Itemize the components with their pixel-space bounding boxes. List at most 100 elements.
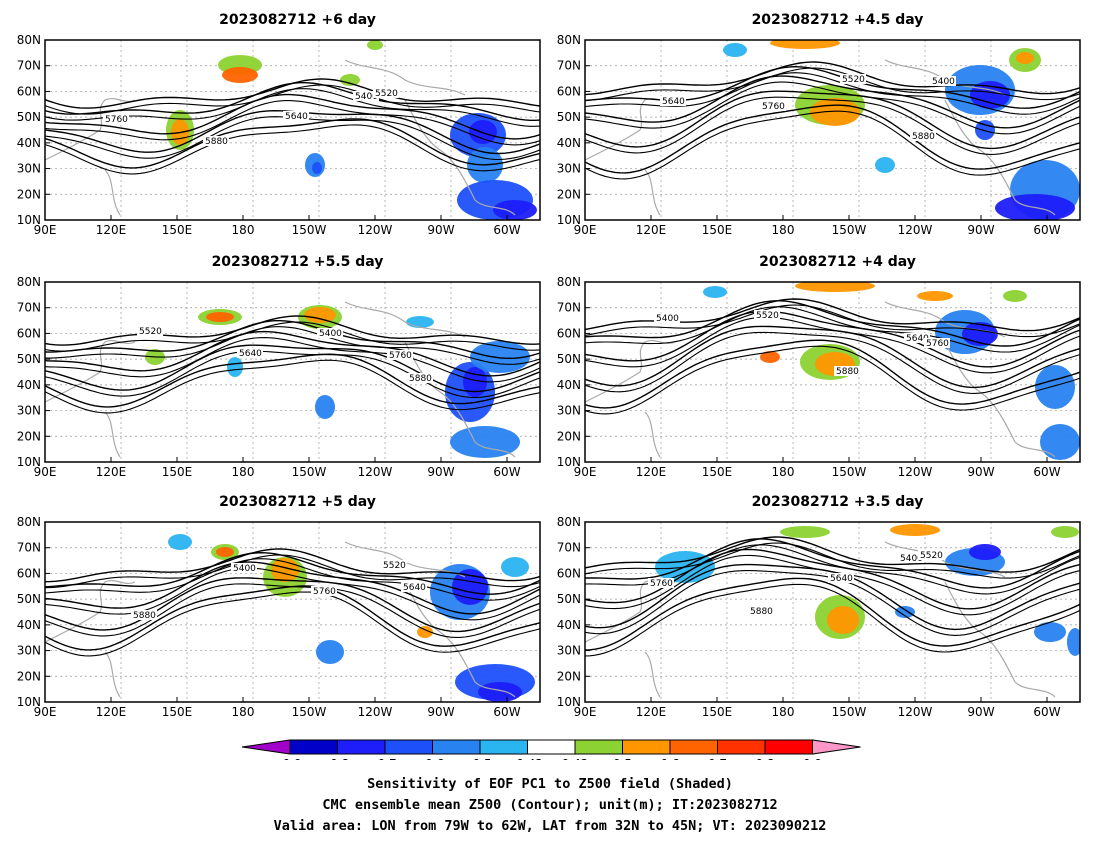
lat-tick-label: 40N xyxy=(17,378,41,392)
contour-label: 5880 xyxy=(133,611,156,621)
coastline xyxy=(644,651,661,698)
sensitivity-shade xyxy=(168,534,192,550)
lat-tick-label: 30N xyxy=(17,644,41,658)
sensitivity-shade xyxy=(216,547,234,557)
colorbar-label: 0.8 xyxy=(755,757,774,760)
coastline xyxy=(104,411,121,458)
lon-tick-label: 60W xyxy=(1033,705,1060,719)
colorbar-label: 0.5 xyxy=(613,757,632,760)
lon-tick-label: 150W xyxy=(832,223,867,237)
contour-line xyxy=(45,353,540,408)
contour-line xyxy=(45,577,540,633)
sensitivity-shade xyxy=(795,282,875,292)
lon-tick-label: 120W xyxy=(898,465,933,479)
contour-line xyxy=(585,325,1080,389)
lat-tick-label: 60N xyxy=(17,84,41,98)
lat-tick-label: 10N xyxy=(17,455,41,469)
lon-tick-label: 90W xyxy=(427,705,454,719)
lon-tick-label: 120E xyxy=(636,223,667,237)
lon-tick-label: 90E xyxy=(34,223,57,237)
coastline xyxy=(404,341,516,458)
contour-label: 5760 xyxy=(762,102,785,112)
lon-tick-label: 120E xyxy=(96,223,127,237)
sensitivity-shade xyxy=(810,98,860,126)
lon-tick-label: 120E xyxy=(636,465,667,479)
lat-tick-label: 20N xyxy=(17,669,41,683)
colorbar-label: -0.5 xyxy=(468,757,491,760)
contour-label-bg xyxy=(103,114,129,124)
lon-tick-label: 120W xyxy=(358,465,393,479)
lon-tick-label: 180 xyxy=(772,705,795,719)
colorbar-arrow-right xyxy=(812,739,861,755)
contour-line xyxy=(585,72,1080,115)
contour-label: 5400 xyxy=(355,92,378,102)
colorbar-label: -0.42 xyxy=(512,757,543,760)
lon-tick-label: 150W xyxy=(292,465,327,479)
map-panel-3: 5400 5520 5640 5760 5880 2023082712 +5.5 day 9… xyxy=(17,254,541,479)
lat-tick-label: 10N xyxy=(557,695,581,709)
sensitivity-shade xyxy=(827,606,859,634)
lat-tick-label: 60N xyxy=(557,566,581,580)
lon-tick-label: 120W xyxy=(898,223,933,237)
lat-tick-label: 80N xyxy=(557,33,581,47)
colorbar: -0.9 -0.8 -0.7 -0.6 -0.5 -0.42 0.42 0.5 0.6 0.7 0.… xyxy=(241,739,861,760)
lon-tick-label: 120W xyxy=(358,705,393,719)
contour-label: 5760 xyxy=(650,579,673,589)
sensitivity-shade xyxy=(206,312,234,322)
sensitivity-shade xyxy=(316,640,344,664)
contour-label: 5880 xyxy=(750,607,773,617)
lon-tick-label: 120E xyxy=(96,705,127,719)
contour-label-bg xyxy=(283,111,309,121)
sensitivity-shade xyxy=(222,67,258,83)
colorbar-segment xyxy=(764,739,813,755)
lon-tick-label: 60W xyxy=(493,705,520,719)
colorbar-label: 0.9 xyxy=(803,757,822,760)
contour-line xyxy=(45,344,540,393)
lat-tick-label: 60N xyxy=(557,84,581,98)
footer-line-2: CMC ensemble mean Z500 (Contour); unit(m… xyxy=(322,797,778,813)
sensitivity-shade xyxy=(895,606,915,618)
coastline xyxy=(644,169,661,216)
map-frame xyxy=(584,521,1081,703)
map-frame xyxy=(44,521,541,703)
contour-line xyxy=(45,551,540,595)
contour-label: 5640 xyxy=(830,574,853,584)
lon-tick-label: 150E xyxy=(702,705,733,719)
footer-line-1: Sensitivity of EOF PC1 to Z500 field (Sh… xyxy=(367,776,733,792)
lat-tick-label: 80N xyxy=(557,275,581,289)
sensitivity-shade xyxy=(770,40,840,49)
contour-label-bg xyxy=(834,366,860,376)
lat-tick-label: 70N xyxy=(557,541,581,555)
map-panel-2: 5400 5520 5640 5760 5880 2023082712 +4.5 day 9… xyxy=(557,12,1081,237)
coastline xyxy=(944,581,1056,698)
map-frame xyxy=(584,39,1081,221)
contour-line xyxy=(585,538,1080,589)
coastline xyxy=(104,169,121,216)
lon-tick-label: 150E xyxy=(162,465,193,479)
lon-tick-label: 180 xyxy=(232,223,255,237)
lat-tick-label: 20N xyxy=(17,429,41,443)
sensitivity-shade xyxy=(723,43,747,57)
coastline xyxy=(45,579,136,643)
lon-tick-label: 150W xyxy=(292,705,327,719)
lon-tick-label: 180 xyxy=(772,465,795,479)
lat-tick-label: 80N xyxy=(557,515,581,529)
lat-tick-label: 10N xyxy=(557,455,581,469)
lon-tick-label: 90W xyxy=(427,223,454,237)
sensitivity-shade xyxy=(1040,424,1080,460)
colorbar-segment xyxy=(289,739,338,755)
contour-label: 5400 xyxy=(932,77,955,87)
sensitivity-shade xyxy=(780,526,830,538)
sensitivity-shade xyxy=(367,40,383,50)
contour-label: 5520 xyxy=(375,89,398,99)
contour-label: 5520 xyxy=(383,561,406,571)
colorbar-segment xyxy=(622,739,671,755)
colorbar-label: -0.6 xyxy=(421,757,444,760)
colorbar-label: -0.7 xyxy=(373,757,396,760)
panel-title: 2023082712 +6 day xyxy=(219,12,376,28)
lat-tick-label: 60N xyxy=(17,566,41,580)
lon-tick-label: 90E xyxy=(574,465,597,479)
lon-tick-label: 90W xyxy=(967,465,994,479)
